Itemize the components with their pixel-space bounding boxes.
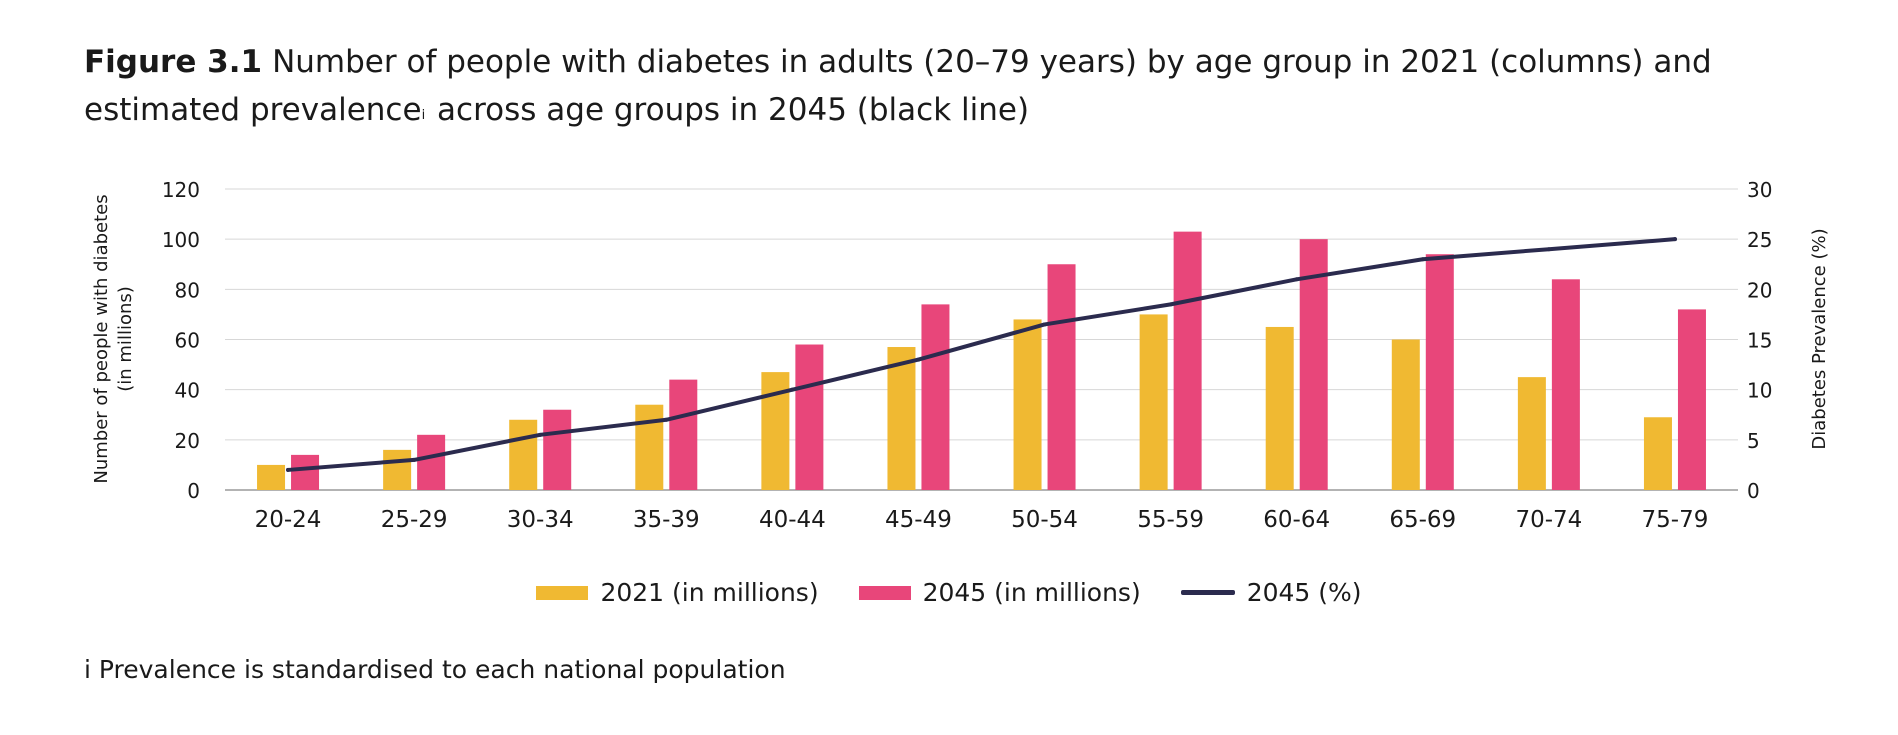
bar-2045	[1677, 309, 1706, 490]
x-tick-label: 35-39	[633, 507, 700, 533]
y-tick-label: 80	[175, 278, 200, 302]
x-tick-label: 20-24	[255, 507, 322, 533]
bar-2045	[795, 344, 824, 490]
y2-tick-label: 0	[1747, 479, 1760, 503]
footnote: i Prevalence is standardised to each nat…	[84, 655, 786, 684]
bar-2021	[1139, 314, 1168, 490]
legend-label-2021: 2021 (in millions)	[600, 578, 819, 607]
bar-2021	[635, 404, 664, 490]
bar-2045	[1173, 231, 1202, 490]
bar-2021	[509, 419, 538, 490]
prevalence-point	[664, 417, 669, 422]
bar-2021	[1391, 339, 1420, 490]
x-tick-label: 65-69	[1389, 507, 1456, 533]
bar-2021	[1265, 326, 1294, 490]
bar-2045	[669, 379, 698, 490]
x-tick-label: 55-59	[1137, 507, 1204, 533]
legend-swatch-2045	[858, 585, 911, 600]
bar-2045	[543, 409, 572, 490]
y-tick-label: 60	[175, 329, 200, 353]
prevalence-point	[790, 387, 795, 392]
legend-swatch-2045-prevalence	[1180, 590, 1235, 595]
legend-swatch-2021	[536, 585, 589, 600]
y-tick-label: 20	[175, 429, 200, 453]
x-tick-label: 45-49	[885, 507, 952, 533]
legend: 2021 (in millions) 2045 (in millions) 20…	[0, 578, 1898, 607]
prevalence-line	[286, 237, 1677, 472]
bar-2021	[1643, 417, 1672, 490]
prevalence-point	[1294, 277, 1299, 282]
bar-2045	[921, 304, 950, 490]
y-tick-label: 0	[187, 479, 200, 503]
prevalence-point	[412, 457, 417, 462]
bar-2021	[257, 464, 286, 490]
x-tick-label: 30-34	[507, 507, 574, 533]
y-tick-label: 120	[162, 178, 200, 202]
y2-tick-label: 10	[1747, 379, 1772, 403]
x-tick-label: 75-79	[1642, 507, 1709, 533]
y2-axis-label: Diabetes Prevalence (%)	[1809, 228, 1830, 449]
bar-2045	[291, 454, 320, 490]
y2-tick-label: 15	[1747, 329, 1772, 353]
figure-label: Figure 3.1	[84, 44, 263, 80]
bar-2045	[1047, 264, 1076, 490]
y2-tick-label: 5	[1747, 429, 1760, 453]
bar-2021	[1013, 319, 1042, 490]
bar-2021	[887, 347, 916, 490]
legend-label-2045-prevalence: 2045 (%)	[1246, 578, 1362, 607]
x-tick-label: 25-29	[381, 507, 448, 533]
prevalence-point	[1546, 247, 1551, 252]
bar-2045	[1425, 254, 1454, 490]
prevalence-point	[538, 432, 543, 437]
y-tick-label: 100	[162, 228, 200, 252]
y2-tick-label: 20	[1747, 278, 1772, 302]
title-text: Number of people with diabetes in adults…	[84, 44, 1712, 128]
title-text-end: across age groups in 2045 (black line)	[427, 92, 1030, 128]
prevalence-point	[1672, 237, 1677, 242]
title-footnote-marker: i	[421, 108, 426, 123]
x-tick-label: 50-54	[1011, 507, 1078, 533]
x-tick-label: 60-64	[1263, 507, 1330, 533]
legend-item-2045: 2045 (in millions)	[858, 578, 1141, 607]
y2-tick-label: 30	[1747, 178, 1772, 202]
y-tick-label: 40	[175, 379, 200, 403]
prevalence-point	[1042, 322, 1047, 327]
legend-label-2045: 2045 (in millions)	[922, 578, 1141, 607]
x-tick-label: 70-74	[1515, 507, 1582, 533]
y-axis-label: Number of people with diabetes (in millio…	[91, 194, 136, 483]
x-tick-label: 40-44	[759, 507, 826, 533]
prevalence-point	[286, 467, 291, 472]
bar-2045	[1299, 239, 1328, 490]
prevalence-point	[916, 357, 921, 362]
y2-tick-label: 25	[1747, 228, 1772, 252]
bar-2021	[383, 449, 412, 490]
prevalence-point	[1168, 302, 1173, 307]
bar-2045	[417, 434, 446, 490]
chart-title: Figure 3.1 Number of people with diabetes…	[84, 38, 1824, 134]
legend-item-2045-prevalence: 2045 (%)	[1180, 578, 1362, 607]
bar-2021	[1517, 377, 1546, 490]
bar-2045	[1551, 279, 1580, 490]
legend-item-2021: 2021 (in millions)	[536, 578, 819, 607]
prevalence-point	[1420, 257, 1425, 262]
